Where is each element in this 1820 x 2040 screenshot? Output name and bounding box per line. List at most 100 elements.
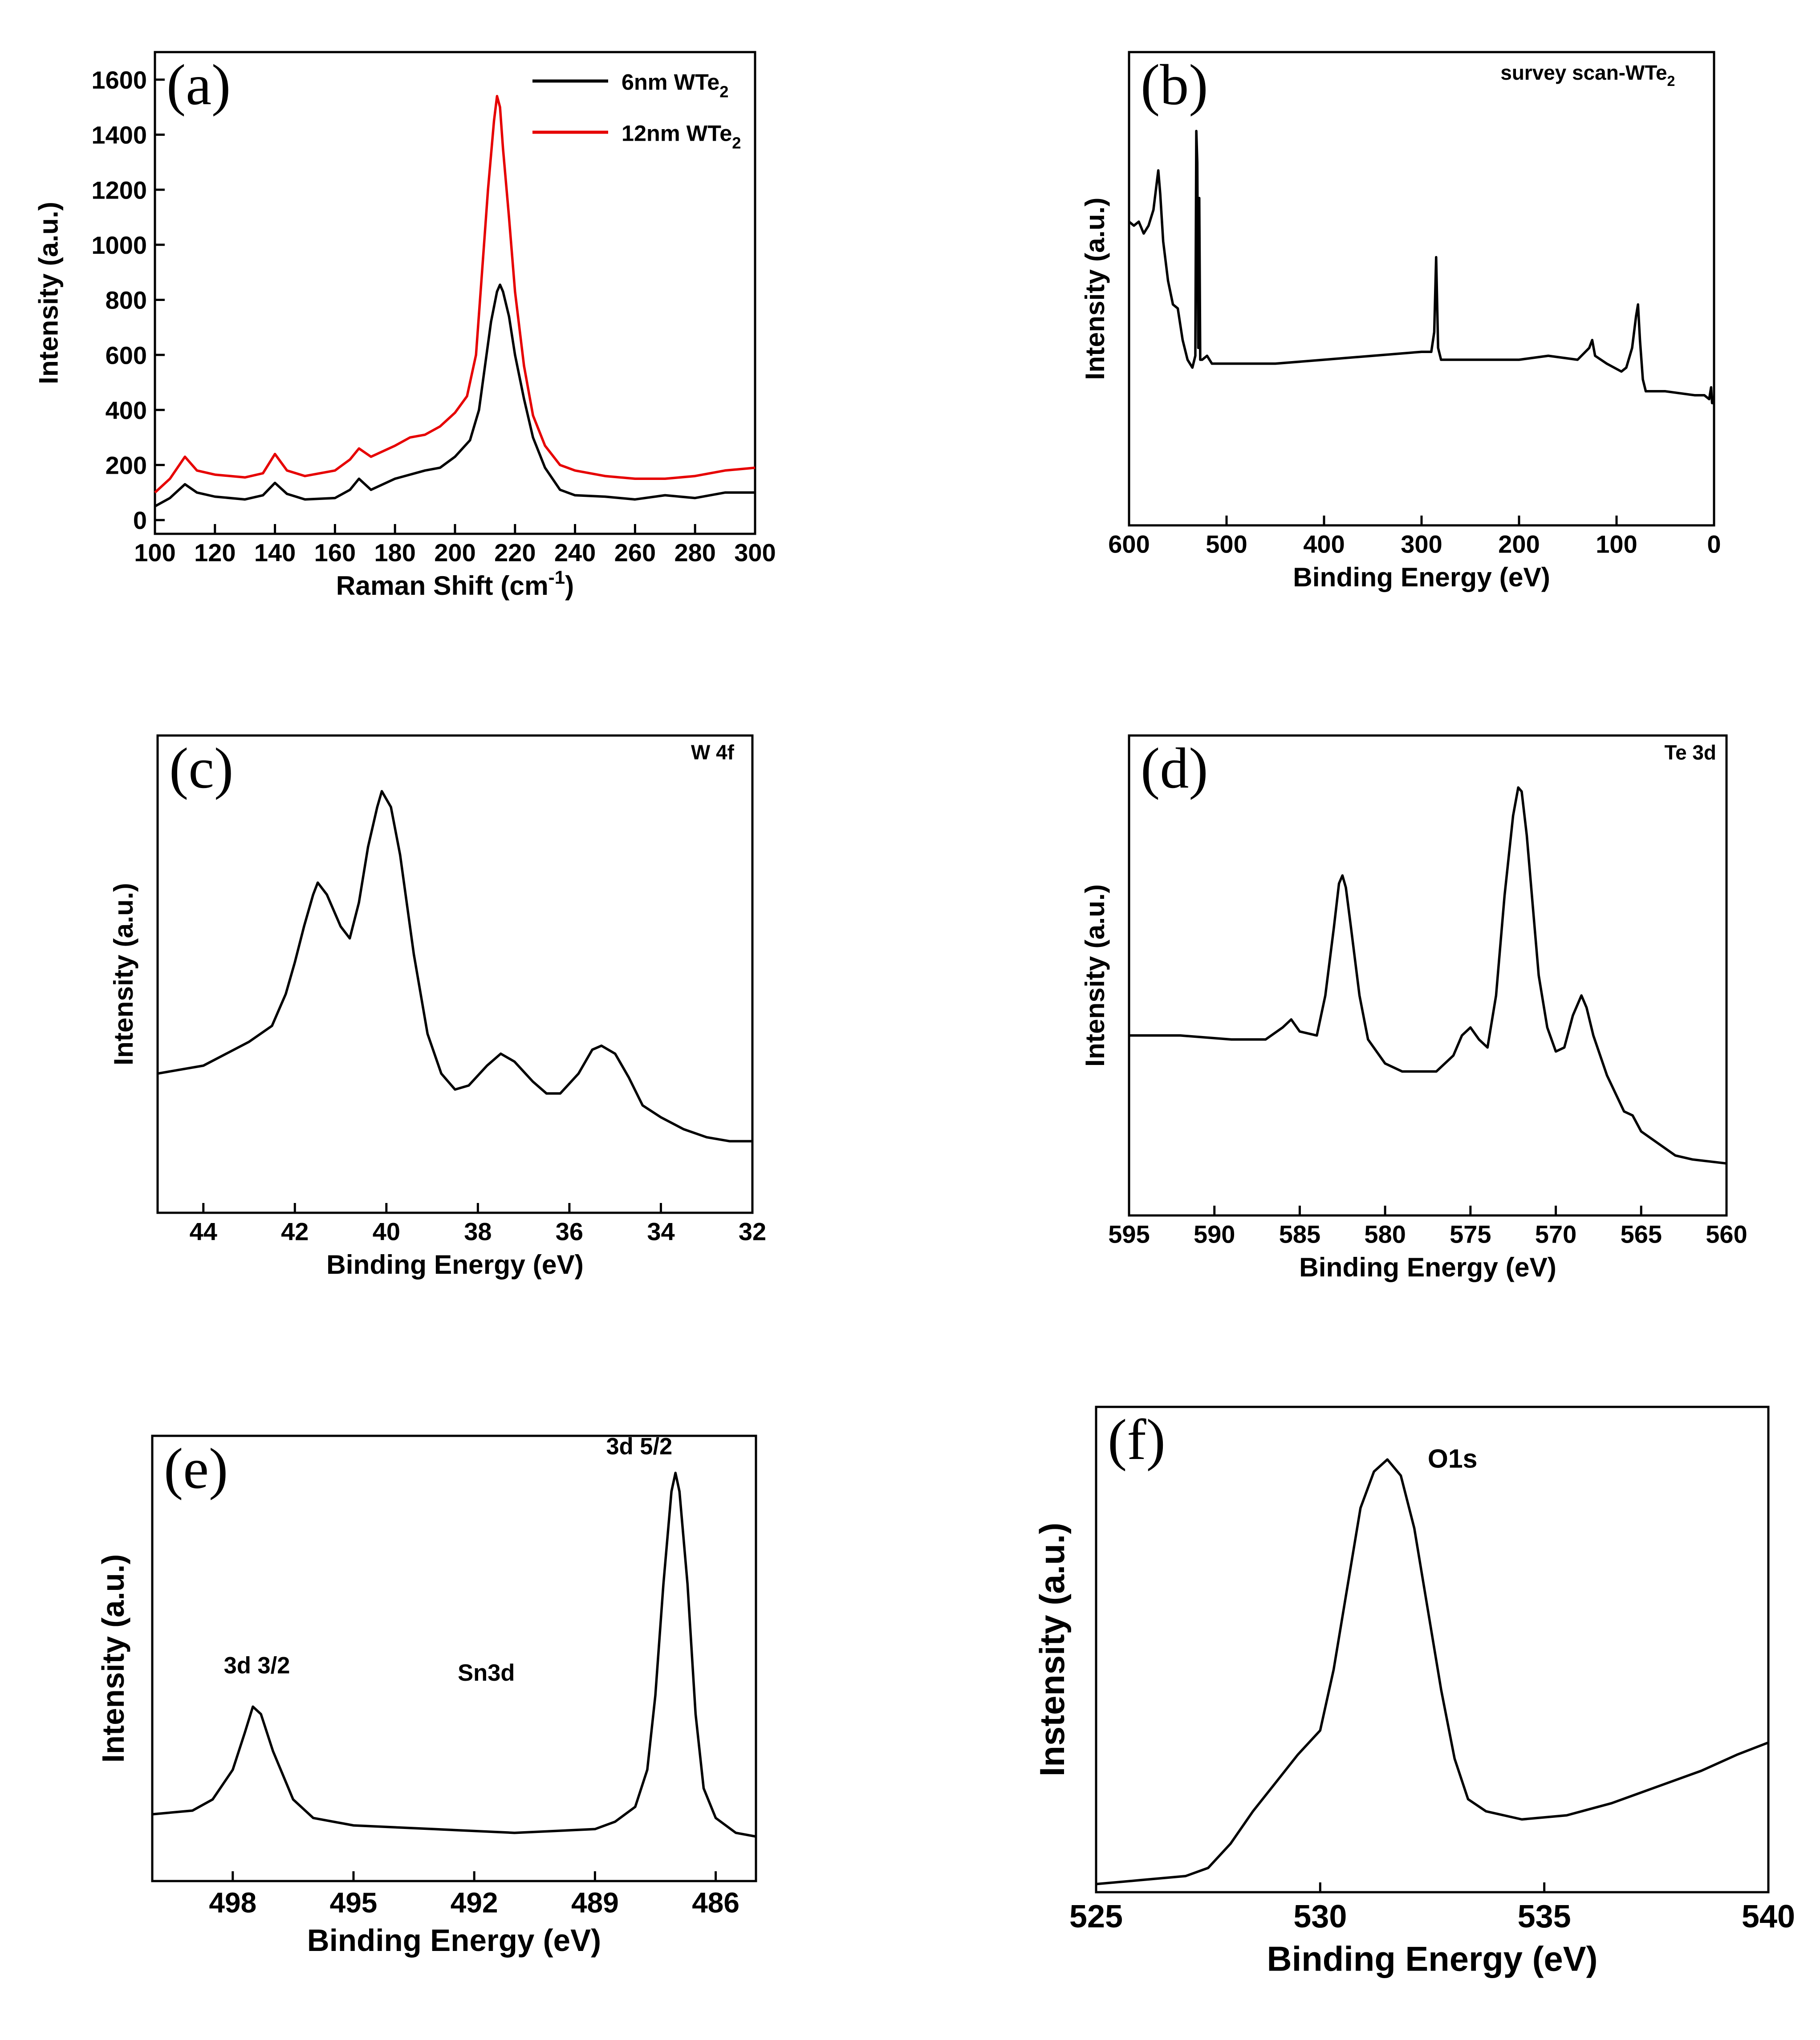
x-tick-label: 260 (614, 539, 656, 567)
chart-panel-b: 600 500 400 300 200 100 0 Binding Energy (eV) In… (1080, 51, 1721, 592)
x-axis-title-text: Raman Shift (cm (336, 570, 548, 601)
x-tick-label: 489 (571, 1886, 619, 1918)
x-tick-label: 100 (134, 539, 175, 567)
x-tick-label: 400 (1303, 530, 1345, 558)
y-tick-label: 1400 (91, 121, 147, 149)
y-axis-title: Instensity (a.u.) (1033, 1523, 1072, 1776)
y-tick-label: 600 (106, 341, 147, 369)
x-axis-title-text: Binding Energy (eV) (1299, 1252, 1556, 1282)
x-tick-label: 42 (281, 1218, 309, 1246)
x-tick-label: 590 (1194, 1220, 1235, 1248)
legend-label-text: 6nm WTe (622, 69, 719, 95)
x-tick-label: 180 (374, 539, 415, 567)
series-line-a-1 (154, 95, 756, 494)
x-tick-label: 500 (1206, 530, 1247, 558)
x-tick-label: 565 (1621, 1220, 1662, 1248)
x-tick-label: 300 (1401, 530, 1442, 558)
y-axis-title: Intensity (a.u.) (1080, 198, 1110, 380)
x-tick-label: 280 (674, 539, 715, 567)
x-axis-title-text: Binding Energy (eV) (1267, 1940, 1598, 1978)
legend-label-subscript: 2 (719, 82, 728, 101)
x-axis-title-text: Binding Energy (eV) (326, 1249, 584, 1280)
annotation-b: survey scan-WTe2 (1500, 61, 1675, 89)
annotation-d: Te 3d (1664, 741, 1716, 764)
x-tick-label: 200 (1498, 530, 1540, 558)
x-tick-label: 495 (330, 1886, 378, 1918)
x-axis-title-tail: ) (565, 570, 574, 601)
x-tick-label: 34 (647, 1218, 674, 1246)
x-axis-title: Binding Energy (eV) (307, 1923, 601, 1958)
x-axis-title: Binding Energy (eV) (326, 1249, 584, 1280)
y-tick-label: 800 (106, 286, 147, 314)
x-axis-title: Raman Shift (cm-1) (336, 567, 574, 601)
x-axis-title-text: Binding Energy (eV) (1293, 562, 1550, 592)
annotation-c: W 4f (691, 741, 735, 764)
panel-label-c: (c) (169, 736, 233, 801)
y-axis-title: Intensity (a.u.) (1080, 884, 1110, 1067)
x-tick-label: 585 (1279, 1220, 1320, 1248)
x-axis-title: Binding Energy (eV) (1267, 1940, 1598, 1978)
x-tick-label: 525 (1069, 1899, 1123, 1934)
x-tick-label: 200 (434, 539, 475, 567)
chart-panel-e: 498 495 492 489 486 Binding Energy (eV) Intens… (96, 1434, 757, 1958)
panel-label-d: (d) (1141, 736, 1208, 801)
x-axis-title: Binding Energy (eV) (1293, 562, 1550, 592)
x-tick-label: 570 (1535, 1220, 1576, 1248)
series-line-a-0 (154, 283, 755, 508)
y-tick-label: 1000 (91, 231, 147, 259)
series-line-d-0 (1129, 786, 1727, 1165)
legend-label: 12nm WTe2 (622, 121, 741, 152)
annotation-e: Sn3d (458, 1660, 515, 1686)
plot-frame-c (156, 734, 754, 1214)
x-tick-label: 300 (734, 539, 776, 567)
series-line-c-0 (157, 790, 752, 1142)
panel-label-f: (f) (1108, 1408, 1166, 1472)
y-tick-label: 0 (133, 506, 147, 534)
x-tick-label: 498 (209, 1886, 256, 1918)
x-tick-label: 530 (1293, 1899, 1347, 1934)
y-tick-label: 1200 (91, 176, 147, 204)
x-tick-label: 100 (1596, 530, 1637, 558)
annotation-text: survey scan-WTe (1500, 61, 1667, 84)
x-tick-label: 492 (451, 1886, 498, 1918)
x-axis-title: Binding Energy (eV) (1299, 1252, 1556, 1282)
x-tick-label: 580 (1364, 1220, 1406, 1248)
x-axis-title-superscript: -1 (548, 567, 565, 588)
chart-panel-c: 44 42 40 38 36 34 32 Binding Energy (eV) Intensi… (108, 734, 766, 1280)
x-tick-label: 486 (692, 1886, 739, 1918)
y-axis-title: Intensity (a.u.) (108, 883, 138, 1065)
x-tick-label: 575 (1450, 1220, 1491, 1248)
x-axis-title-text: Binding Energy (eV) (307, 1923, 601, 1958)
x-tick-label: 32 (739, 1218, 766, 1246)
panel-label-a: (a) (167, 53, 231, 117)
series-line-f-0 (1096, 1458, 1769, 1886)
series-line-b-0 (1128, 130, 1714, 405)
series-line-e-0 (152, 1471, 756, 1838)
x-tick-label: 240 (554, 539, 596, 567)
x-tick-label: 540 (1742, 1899, 1795, 1934)
legend-label-text: 12nm WTe (622, 121, 732, 146)
panel-label-e: (e) (164, 1437, 228, 1501)
panel-label-b: (b) (1141, 53, 1208, 117)
x-tick-label: 140 (254, 539, 296, 567)
y-axis-title: Intensity (a.u.) (96, 1554, 130, 1763)
plot-frame-e (151, 1435, 757, 1882)
plot-frame-f (1095, 1406, 1770, 1894)
x-tick-label: 40 (373, 1218, 400, 1246)
chart-panel-a: 100 120 140 160 180 200 220 240 260 280 300 0 200 400… (33, 51, 776, 601)
annotation-e: 3d 3/2 (224, 1652, 290, 1678)
plot-frame-d (1128, 734, 1728, 1217)
annotation-f: O1s (1428, 1444, 1478, 1473)
annotation-e: 3d 5/2 (606, 1434, 672, 1460)
y-axis-title: Intensity (a.u.) (33, 202, 64, 384)
y-tick-label: 400 (106, 396, 147, 424)
x-tick-label: 120 (194, 539, 236, 567)
y-tick-label: 1600 (91, 66, 147, 94)
x-tick-label: 600 (1108, 530, 1150, 558)
x-tick-label: 36 (556, 1218, 583, 1246)
x-tick-label: 44 (190, 1218, 217, 1246)
x-tick-label: 0 (1707, 530, 1721, 558)
chart-panel-d: 595 590 585 580 575 570 565 560 Binding Energy (… (1080, 734, 1747, 1282)
legend-label: 6nm WTe2 (622, 69, 729, 101)
